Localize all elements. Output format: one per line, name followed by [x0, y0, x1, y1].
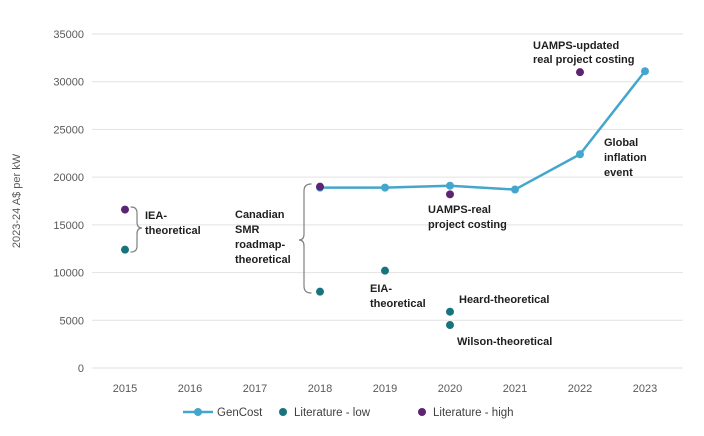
legend-item-literature-low: Literature - low [279, 407, 371, 419]
annotation-iea: IEA-theoretical [145, 210, 201, 237]
y-tick-label-20000: 20000 [53, 172, 84, 184]
x-tick-label-2015: 2015 [113, 383, 137, 395]
legend-dot-marker-literature-low [279, 408, 287, 416]
annotation-uamps-updated: UAMPS-updated real project costing [533, 40, 634, 66]
literature-high-point-2020 [446, 190, 454, 199]
legend: GenCost Literature - low Literature - high [183, 407, 514, 419]
literature-low-point-2019 [381, 266, 389, 275]
gencost-line [318, 69, 647, 191]
literature-low-point-2020 [446, 321, 454, 330]
gencost-point-2019 [381, 183, 389, 192]
legend-label-literature-high: Literature - high [433, 407, 514, 419]
y-axis-title: 2023-24 A$ per kW [11, 153, 23, 248]
x-tick-label-2023: 2023 [633, 383, 657, 395]
literature-high-point-2018 [316, 182, 324, 191]
gencost-point-2021 [511, 185, 519, 194]
x-tick-label-2019: 2019 [373, 383, 397, 395]
y-tick-label-5000: 5000 [60, 315, 84, 327]
x-tick-label-2021: 2021 [503, 383, 527, 395]
x-tick-label-2022: 2022 [568, 383, 592, 395]
x-tick-label-2020: 2020 [438, 383, 462, 395]
x-tick-label-2017: 2017 [243, 383, 267, 395]
annotation-layer: IEA-theoretical Canadian SMR roadmap-theore… [145, 40, 647, 348]
legend-label-literature-low: Literature - low [294, 407, 371, 419]
y-tick-label-10000: 10000 [53, 268, 84, 280]
y-tick-label-15000: 15000 [53, 220, 84, 232]
gridlines [92, 33, 683, 369]
bracket-layer [130, 183, 312, 294]
literature-high-point-2015 [121, 205, 129, 214]
x-axis-tick-labels: 2015 2016 2017 2018 2019 2020 2021 2022 2023 [113, 383, 657, 395]
legend-label-gencost: GenCost [217, 407, 263, 419]
y-tick-label-0: 0 [78, 363, 84, 375]
x-tick-label-2018: 2018 [308, 383, 332, 395]
x-tick-label-2016: 2016 [178, 383, 202, 395]
literature-low-point-2015 [121, 245, 129, 254]
series-layer [121, 67, 649, 330]
annotation-eia: EIA-theoretical [370, 283, 426, 310]
gencost-point-2023 [641, 67, 649, 76]
legend-item-gencost: GenCost [183, 407, 263, 419]
annotation-heard: Heard-theoretical [459, 294, 549, 306]
literature-high-point-2022 [576, 68, 584, 77]
gencost-point-2020 [446, 181, 454, 190]
iea-bracket [130, 206, 143, 253]
y-axis-tick-labels: 0 5000 10000 15000 20000 25000 30000 35000 [53, 29, 84, 375]
literature-low-point-2020 [446, 307, 454, 316]
y-tick-label-35000: 35000 [53, 29, 84, 41]
gencost-point-2022 [576, 150, 584, 159]
y-tick-label-30000: 30000 [53, 77, 84, 89]
canadian-bracket [298, 183, 312, 294]
legend-dot-marker-gencost [194, 408, 202, 416]
annotation-wilson: Wilson-theoretical [457, 336, 552, 348]
annotation-uamps-real: UAMPS-real project costing [428, 204, 507, 231]
annotation-global-inflation: Global inflation event [604, 137, 647, 179]
literature-low-point-2018 [316, 287, 324, 296]
annotation-canadian: Canadian SMR roadmap-theoretical [235, 209, 291, 266]
y-tick-label-25000: 25000 [53, 124, 84, 136]
legend-item-literature-high: Literature - high [418, 407, 514, 419]
legend-dot-marker-literature-high [418, 408, 426, 416]
